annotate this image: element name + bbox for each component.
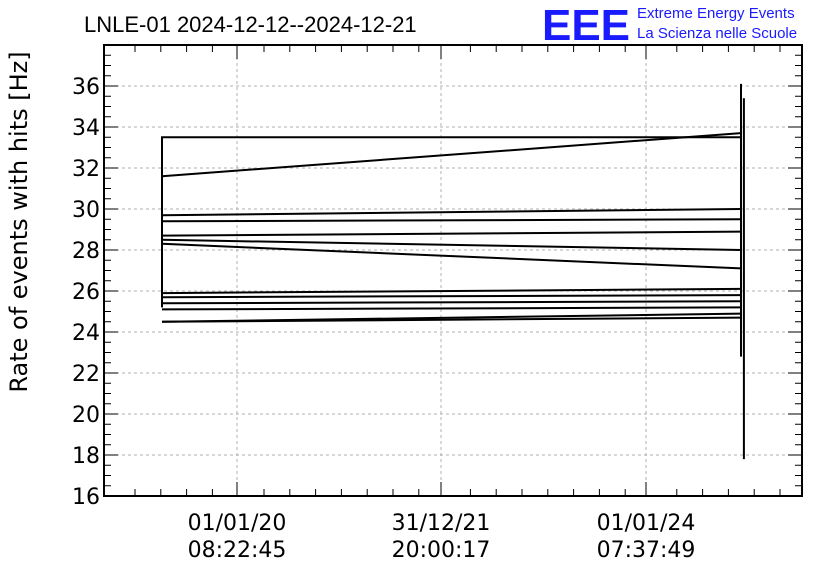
series-line-6	[161, 242, 742, 270]
series-line-0	[161, 136, 741, 308]
series-line-12	[161, 316, 742, 323]
series-line-2	[161, 208, 742, 217]
y-tick-label: 34	[72, 116, 100, 141]
grid	[104, 45, 802, 496]
x-tick-label-time: 08:22:45	[188, 538, 287, 563]
logo-line2: La Scienza nelle Scuole	[637, 25, 797, 42]
y-tick-label: 30	[72, 198, 100, 223]
series-line-4	[161, 230, 742, 237]
series-group	[161, 83, 745, 460]
x-tick-label-time: 20:00:17	[392, 538, 491, 563]
y-tick-label: 36	[72, 75, 100, 100]
logo-line1: Extreme Energy Events	[637, 5, 795, 22]
y-tick-label: 18	[72, 444, 100, 469]
y-tick-label: 22	[72, 362, 100, 387]
series-line-9	[161, 300, 742, 305]
series-line-7	[161, 287, 742, 295]
series-line-3	[161, 218, 742, 223]
chart-title: LNLE-01 2024-12-12--2024-12-21	[84, 12, 417, 37]
y-tick-label: 20	[72, 403, 100, 428]
axis-ticks	[104, 44, 802, 497]
plot-frame	[103, 44, 803, 497]
x-tick-label-date: 01/01/24	[597, 511, 696, 536]
y-tick-label: 16	[72, 485, 100, 510]
y-axis-title: Rate of events with hits [Hz]	[5, 51, 33, 392]
y-tick-label: 26	[72, 280, 100, 305]
series-line-1	[161, 132, 742, 178]
series-line-8	[161, 294, 742, 299]
eee-logo: EEE Extreme Energy Events La Scienza nel…	[542, 1, 797, 50]
series-line-10	[161, 306, 742, 311]
logo-mark: EEE	[542, 1, 630, 50]
plot-border	[103, 44, 803, 497]
y-tick-label: 24	[72, 321, 100, 346]
x-tick-label-date: 31/12/21	[392, 511, 491, 536]
x-tick-label-time: 07:37:49	[597, 538, 696, 563]
y-tick-label: 28	[72, 239, 100, 264]
y-tick-label: 32	[72, 157, 100, 182]
series-line-5	[161, 238, 742, 251]
x-tick-label-date: 01/01/20	[188, 511, 287, 536]
